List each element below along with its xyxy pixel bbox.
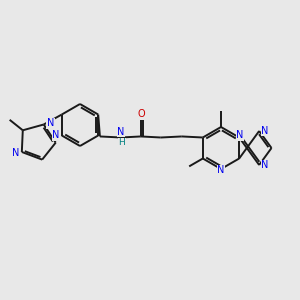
Text: N: N xyxy=(52,130,60,140)
Text: N: N xyxy=(117,127,124,137)
Text: H: H xyxy=(118,138,125,147)
Text: N: N xyxy=(217,165,225,175)
Text: O: O xyxy=(137,109,145,119)
Text: N: N xyxy=(261,126,268,136)
Text: N: N xyxy=(261,160,268,170)
Text: N: N xyxy=(47,118,54,128)
Text: N: N xyxy=(12,148,20,158)
Text: N: N xyxy=(236,130,244,140)
